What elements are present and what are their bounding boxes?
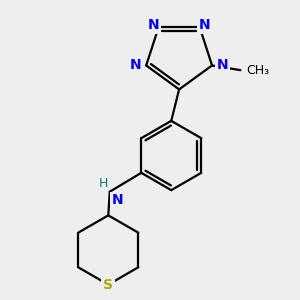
Text: H: H bbox=[99, 177, 108, 190]
Text: S: S bbox=[103, 278, 113, 292]
Text: CH₃: CH₃ bbox=[247, 64, 270, 77]
Text: N: N bbox=[111, 193, 123, 207]
Text: N: N bbox=[217, 58, 228, 72]
Text: N: N bbox=[130, 58, 142, 72]
Text: N: N bbox=[148, 18, 160, 32]
Text: N: N bbox=[198, 18, 210, 32]
